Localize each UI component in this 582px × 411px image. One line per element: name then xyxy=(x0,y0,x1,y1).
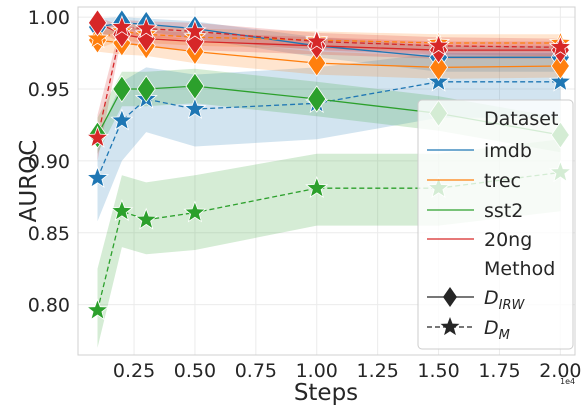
marker-20ng-d-irw xyxy=(88,9,107,37)
tick-labels: 0.80 0.85 0.90 0.95 1.00 0.25 0.50 0.75 1.00 1.25… xyxy=(28,7,582,382)
y-tick-label: 1.00 xyxy=(28,7,70,29)
marker-20ng-d-m xyxy=(134,16,158,39)
legend-label-trec: trec xyxy=(484,170,521,192)
band-sst2-d-irw xyxy=(97,68,561,154)
x-offset-label: 1e4 xyxy=(560,377,575,386)
x-tick-label: 1.25 xyxy=(357,360,399,382)
legend-d-irw-sub: IRW xyxy=(499,298,526,313)
marker-imdb-d-m xyxy=(110,108,134,131)
y-tick-label: 0.80 xyxy=(28,295,70,317)
x-tick-label: 0.50 xyxy=(174,360,216,382)
legend-method-header: Method xyxy=(484,258,555,280)
x-axis-title: Steps xyxy=(294,380,358,406)
x-tick-label: 1.00 xyxy=(296,360,338,382)
marker-imdb-d-m xyxy=(85,165,110,188)
marker-20ng-d-m xyxy=(426,33,451,56)
x-tick-label: 2.00 xyxy=(539,360,581,382)
marker-trec-d-irw xyxy=(307,49,327,77)
legend-d-m-base: D xyxy=(484,317,499,339)
legend-label-d-irw: DIRW xyxy=(484,287,526,313)
marker-sst2-d-m xyxy=(110,199,134,222)
marker-20ng-d-m xyxy=(183,19,207,42)
marker-trec-d-m xyxy=(85,26,110,49)
marker-sst2-d-irw xyxy=(136,75,156,103)
y-axis-title: AUROC xyxy=(16,140,42,223)
x-tick-label: 0.75 xyxy=(235,360,277,382)
legend-label-d-m: DM xyxy=(484,317,510,343)
marker-sst2-d-m xyxy=(134,207,158,230)
marker-imdb-d-m xyxy=(548,69,572,92)
legend-d-irw-base: D xyxy=(484,287,499,309)
legend-dataset-header: Dataset xyxy=(484,108,558,130)
legend-label-sst2: sst2 xyxy=(484,200,523,222)
band-imdb-d-m xyxy=(97,53,561,222)
x-tick-label: 0.25 xyxy=(113,360,155,382)
marker-20ng-d-m xyxy=(85,125,110,148)
legend-label-20ng: 20ng xyxy=(484,229,532,251)
marker-sst2-d-irw xyxy=(307,85,327,113)
marker-20ng-d-m xyxy=(548,35,572,58)
legend-d-m-sub: M xyxy=(499,328,510,343)
y-tick-label: 0.85 xyxy=(28,223,70,245)
marker-sst2-d-m xyxy=(305,176,329,199)
legend-diamond-marker xyxy=(443,287,457,307)
x-tick-label: 1.50 xyxy=(417,360,459,382)
y-tick-label: 0.90 xyxy=(28,151,70,173)
x-tick-label: 1.75 xyxy=(478,360,520,382)
y-tick-label: 0.95 xyxy=(28,79,70,101)
marker-20ng-d-m xyxy=(110,14,134,37)
legend: Dataset imdb trec sst2 20ng Method DIRW … xyxy=(417,99,574,350)
marker-20ng-d-m xyxy=(305,29,329,52)
plot-frame xyxy=(77,6,576,356)
marker-sst2-d-irw xyxy=(112,75,132,103)
legend-label-imdb: imdb xyxy=(484,140,532,162)
marker-trec-d-irw xyxy=(550,52,570,80)
marker-sst2-d-irw xyxy=(185,72,205,100)
marker-sst2-d-m xyxy=(85,298,110,321)
marker-sst2-d-m xyxy=(183,200,207,223)
marker-imdb-d-m xyxy=(183,96,207,119)
legend-box xyxy=(417,99,574,350)
marker-trec-d-irw xyxy=(429,53,449,82)
legend-star-marker xyxy=(440,317,460,336)
